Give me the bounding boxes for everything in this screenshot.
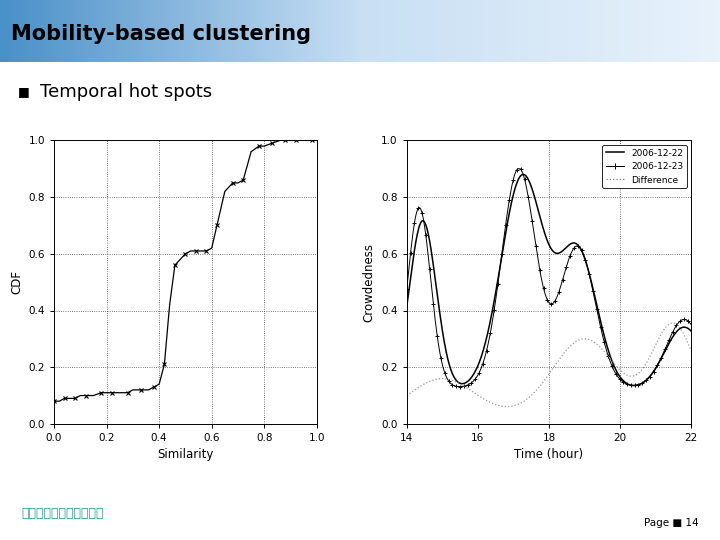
Text: Mobility-based clustering: Mobility-based clustering	[11, 24, 311, 44]
Text: Page ■ 14: Page ■ 14	[644, 518, 698, 528]
2006-12-22	[476, 357, 485, 364]
2006-12-22	[570, 240, 579, 246]
2006-12-23	[687, 321, 696, 328]
2006-12-22	[630, 382, 639, 389]
2006-12-23	[571, 244, 580, 250]
2006-12-23	[593, 310, 602, 317]
Text: Temporal hot spots: Temporal hot spots	[40, 83, 212, 100]
2006-12-23	[402, 285, 411, 292]
Difference	[570, 339, 579, 346]
2006-12-22	[617, 375, 626, 382]
2006-12-22	[519, 171, 528, 178]
Difference	[531, 388, 540, 394]
Line: 2006-12-23: 2006-12-23	[407, 168, 691, 387]
Line: 2006-12-22: 2006-12-22	[407, 174, 691, 386]
2006-12-22	[453, 378, 462, 384]
2006-12-22	[402, 303, 411, 309]
2006-12-23	[455, 383, 464, 390]
2006-12-22	[593, 303, 601, 310]
Difference	[687, 348, 696, 354]
Difference	[503, 403, 511, 410]
Text: ■: ■	[18, 85, 30, 98]
Y-axis label: CDF: CDF	[10, 270, 23, 294]
Legend: 2006-12-22, 2006-12-23, Difference: 2006-12-22, 2006-12-23, Difference	[602, 145, 687, 188]
Y-axis label: Crowdedness: Crowdedness	[363, 242, 376, 322]
Difference	[453, 379, 462, 386]
X-axis label: Time (hour): Time (hour)	[514, 449, 584, 462]
Line: Difference: Difference	[407, 323, 691, 407]
2006-12-22	[531, 199, 540, 205]
2006-12-23	[453, 383, 462, 390]
Difference	[617, 368, 626, 375]
2006-12-23	[476, 367, 485, 373]
2006-12-23	[618, 378, 626, 384]
Difference	[593, 341, 601, 348]
Text: 실시간정보시스템연구실: 실시간정보시스템연구실	[22, 507, 104, 520]
X-axis label: Similarity: Similarity	[157, 449, 214, 462]
2006-12-23	[532, 246, 541, 253]
Difference	[476, 393, 485, 400]
2006-12-22	[687, 328, 696, 334]
2006-12-23	[513, 165, 522, 172]
Difference	[668, 320, 677, 326]
Difference	[402, 392, 411, 399]
